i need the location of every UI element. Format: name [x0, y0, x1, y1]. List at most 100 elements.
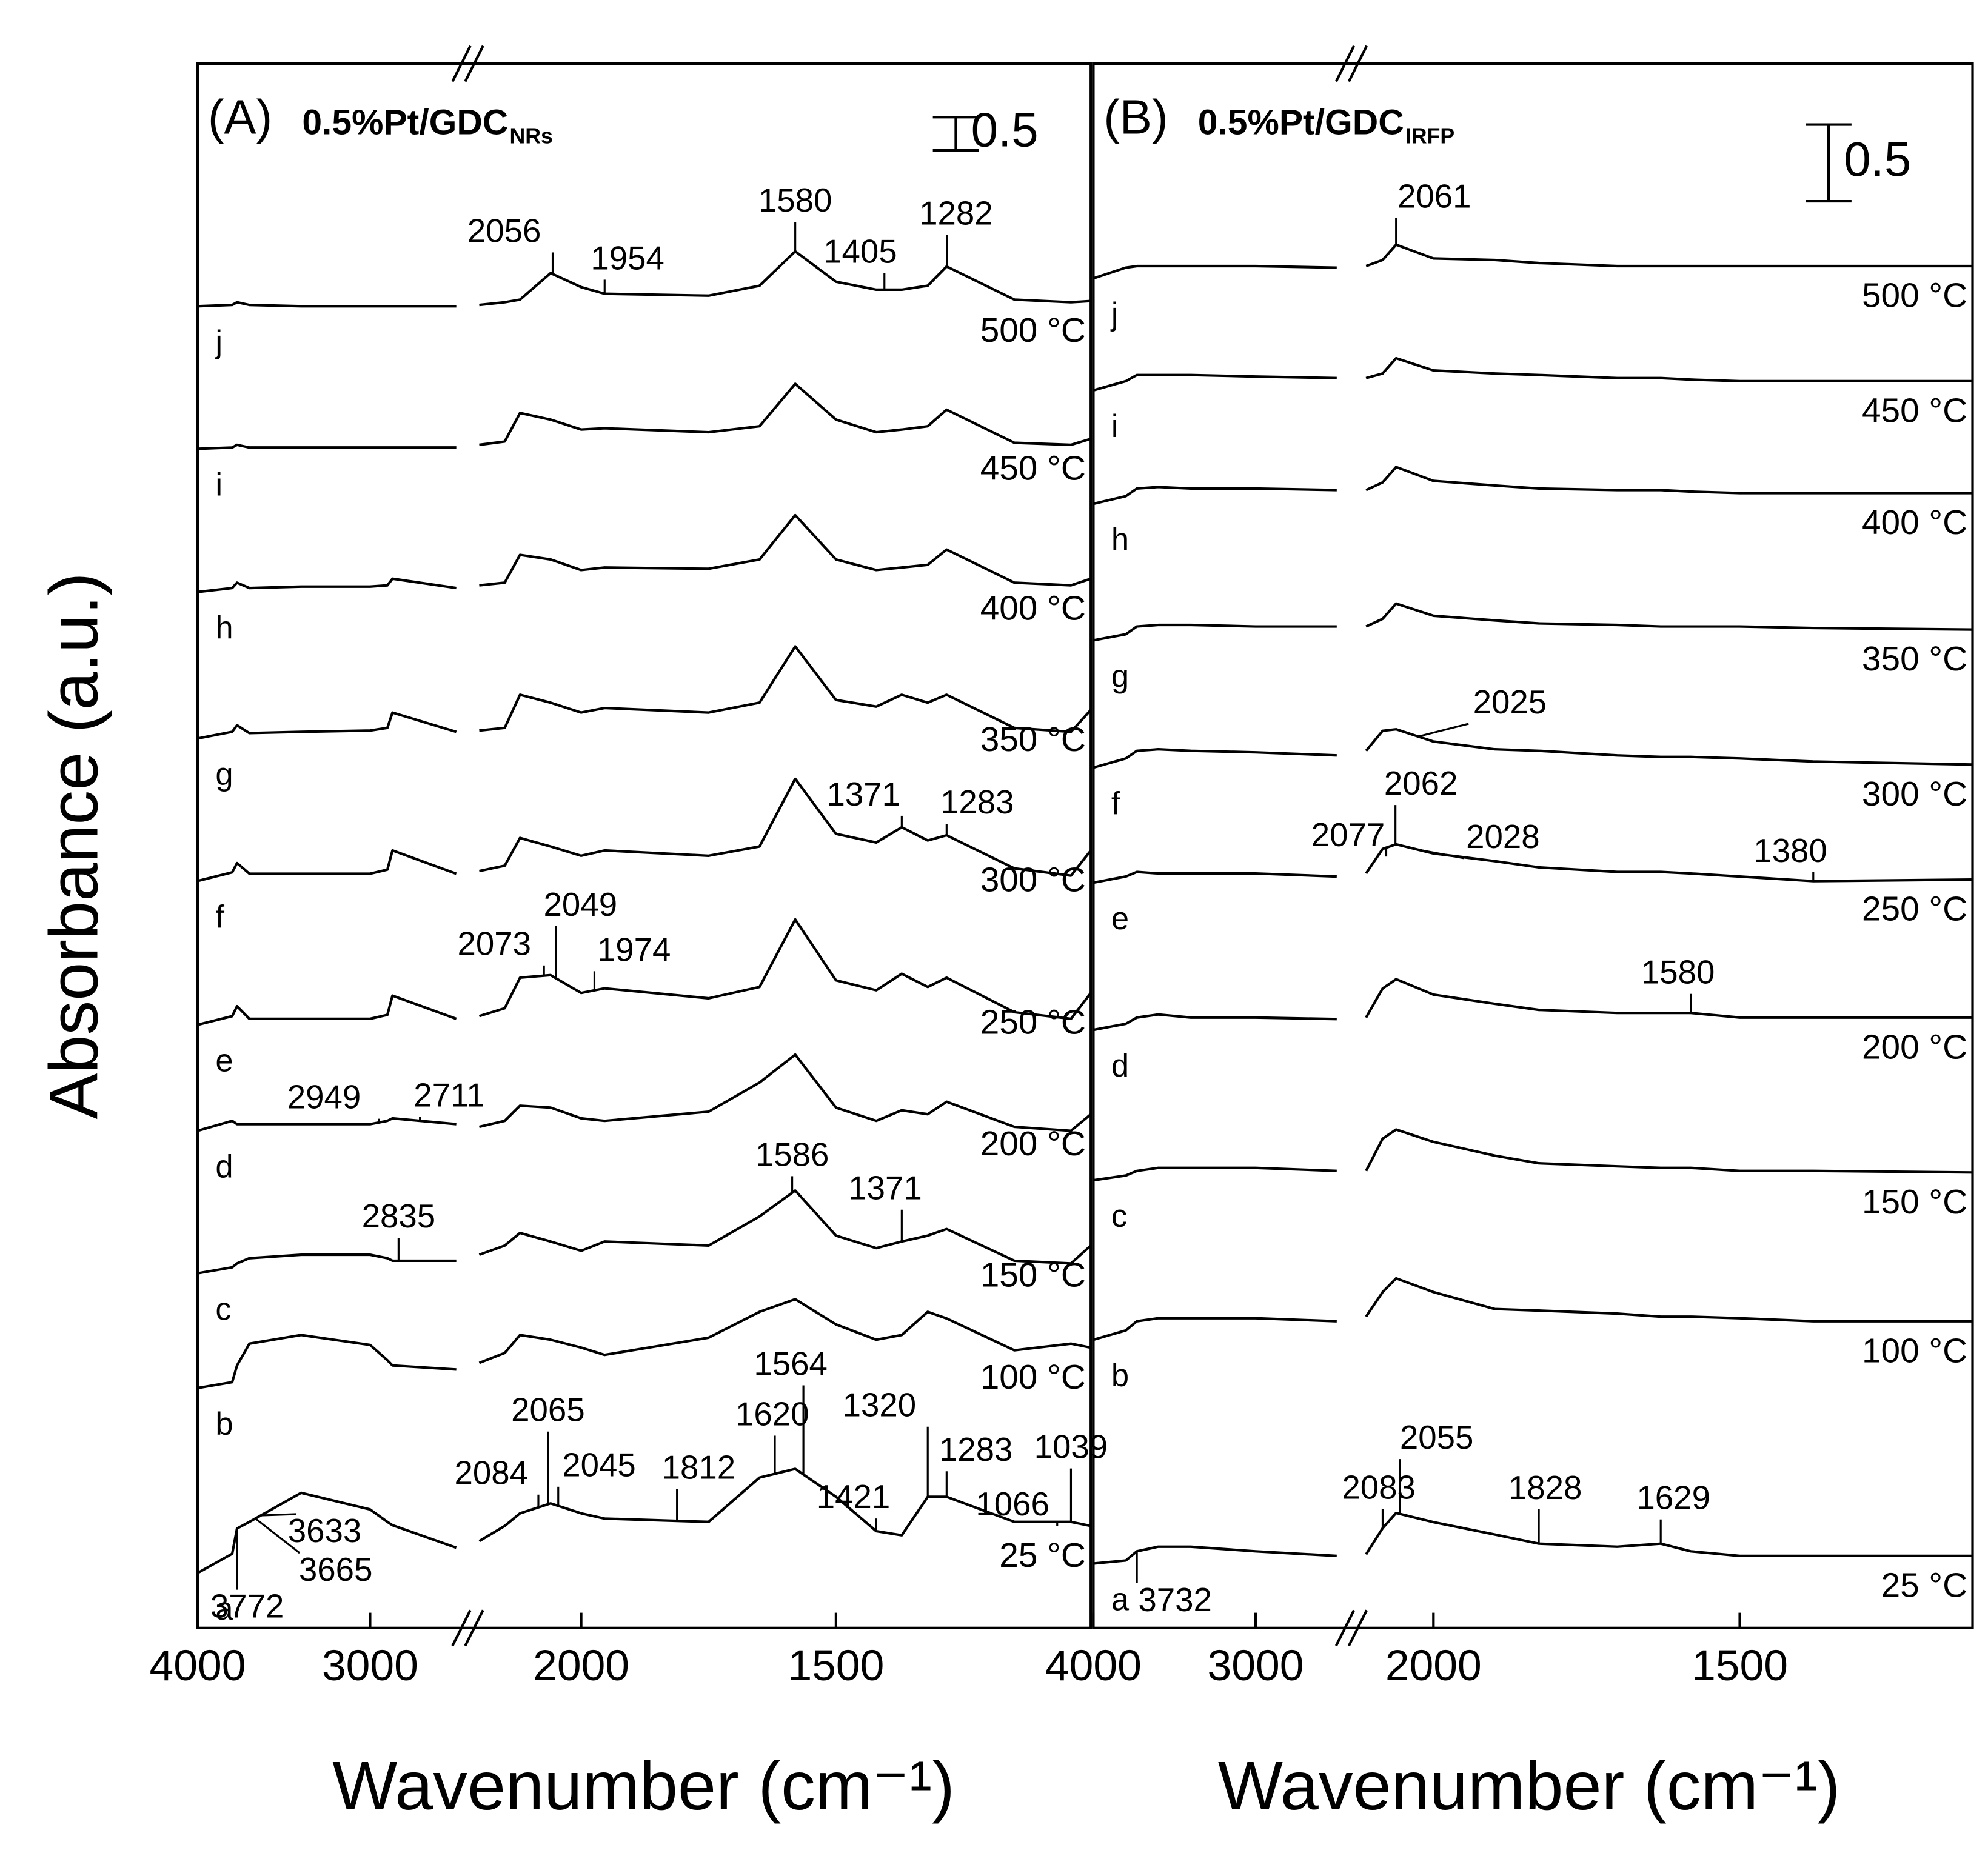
- x-tick-label: 2000: [1385, 1641, 1482, 1690]
- curve-letter: h: [1111, 522, 1129, 558]
- spectrum: [197, 645, 1092, 740]
- scale-bar-label: 0.5: [1844, 132, 1911, 186]
- temperature-label: 450 °C: [1862, 392, 1967, 430]
- spectrum: [1093, 356, 1973, 392]
- spectrum: [1093, 728, 1973, 769]
- y-axis-label: Absorbance (a.u.): [36, 572, 113, 1119]
- curve-letter: e: [215, 1043, 233, 1079]
- temperature-label: 150 °C: [1862, 1183, 1967, 1221]
- temperature-label: 500 °C: [980, 312, 1086, 350]
- spectrum: [1093, 1511, 1973, 1565]
- temperature-label: 200 °C: [980, 1125, 1086, 1163]
- sample-subscript: NRs: [509, 124, 552, 148]
- spectrum: [197, 382, 1091, 450]
- peak-label: 2073: [457, 926, 531, 963]
- peak-label: 2084: [454, 1455, 528, 1492]
- peak-label: 2061: [1397, 178, 1471, 215]
- spectrum: [1093, 1128, 1973, 1182]
- peak-label: 2077: [1311, 816, 1385, 853]
- curve-letter: j: [1110, 296, 1119, 332]
- curve-letter: c: [215, 1292, 231, 1327]
- peak-label: 2045: [562, 1447, 636, 1484]
- peak-label: 1320: [843, 1387, 917, 1424]
- spectrum: [197, 1298, 1091, 1389]
- peak-label: 2062: [1384, 765, 1458, 802]
- x-axis-label: Wavenumber (cm⁻¹): [1218, 1748, 1841, 1824]
- curve-letter: a: [215, 1591, 233, 1627]
- peak-label: 2711: [413, 1077, 484, 1114]
- curve-letter: h: [215, 610, 233, 646]
- temperature-label: 250 °C: [1862, 890, 1967, 929]
- curve-letter: i: [215, 467, 223, 502]
- x-tick-label: 2000: [533, 1641, 629, 1690]
- spectrum: [1093, 466, 1973, 506]
- peak-label: 1421: [817, 1478, 891, 1515]
- temperature-label: 25 °C: [999, 1537, 1086, 1575]
- peak-marker: [1416, 848, 1464, 860]
- peak-label: 2949: [287, 1079, 361, 1116]
- peak-marker: [1417, 723, 1469, 738]
- plot-frame: [1092, 62, 1974, 1629]
- spectrum: [197, 1053, 1092, 1132]
- peak-label: 1405: [823, 233, 897, 270]
- peak-label: 1282: [919, 195, 993, 232]
- temperature-label: 500 °C: [1862, 277, 1967, 315]
- sample-subscript: IRFP: [1405, 124, 1454, 148]
- peak-marker: [255, 1517, 301, 1554]
- x-tick-label: 3000: [322, 1641, 418, 1690]
- peak-label: 1954: [591, 239, 664, 276]
- peak-label: 1586: [755, 1136, 829, 1173]
- curve-letter: i: [1111, 409, 1119, 444]
- spectrum: [197, 250, 1091, 308]
- temperature-label: 400 °C: [1862, 504, 1967, 542]
- peak-label: 2056: [467, 212, 541, 249]
- temperature-label: 300 °C: [1862, 775, 1967, 813]
- curve-letter: g: [215, 756, 233, 792]
- spectrum: [197, 777, 1092, 883]
- peak-label: 2025: [1473, 684, 1547, 721]
- panel-title: (A): [208, 90, 272, 144]
- peak-label: 1371: [848, 1170, 922, 1207]
- peak-label: 2083: [1342, 1469, 1416, 1506]
- peak-label: 1828: [1508, 1469, 1582, 1506]
- peak-label: 1629: [1636, 1480, 1710, 1517]
- curve-letter: f: [1111, 786, 1120, 821]
- x-axis-label: Wavenumber (cm⁻¹): [332, 1748, 955, 1824]
- temperature-label: 300 °C: [980, 861, 1086, 900]
- temperature-label: 250 °C: [980, 1004, 1086, 1042]
- axis-break: [1347, 1609, 1368, 1647]
- curve-letter: b: [1111, 1358, 1129, 1394]
- peak-label: 1812: [662, 1449, 736, 1486]
- peak-label: 1371: [827, 776, 901, 813]
- curve-letter: d: [1111, 1048, 1129, 1084]
- peak-label: 1580: [758, 182, 832, 219]
- peak-label: 3633: [288, 1512, 362, 1549]
- spectrum: [1093, 843, 1973, 884]
- curve-letter: g: [1111, 658, 1129, 694]
- peak-label: 1580: [1641, 954, 1715, 991]
- temperature-label: 100 °C: [980, 1358, 1086, 1397]
- peak-label: 1380: [1753, 832, 1827, 869]
- peak-label: 3665: [299, 1551, 373, 1588]
- spectrum: [196, 1467, 1091, 1574]
- axis-break: [451, 1609, 472, 1647]
- panel-title: (B): [1103, 90, 1168, 144]
- peak-label: 2065: [511, 1392, 585, 1429]
- temperature-label: 350 °C: [1862, 640, 1967, 678]
- curve-letter: b: [215, 1406, 233, 1442]
- peak-label: 3772: [210, 1588, 284, 1625]
- curve-letter: c: [1111, 1198, 1127, 1234]
- temperature-label: 350 °C: [980, 721, 1086, 759]
- peak-label: 1283: [939, 1431, 1013, 1468]
- curve-letter: f: [215, 899, 224, 935]
- scale-bar-label: 0.5: [971, 103, 1039, 157]
- peak-label: 1974: [597, 931, 671, 968]
- temperature-label: 25 °C: [1881, 1566, 1968, 1604]
- spectrum: [197, 918, 1092, 1026]
- peak-label: 1039: [1034, 1428, 1108, 1465]
- peak-marker: [261, 1513, 296, 1517]
- peak-label: 2835: [362, 1198, 436, 1235]
- temperature-label: 150 °C: [980, 1256, 1086, 1294]
- peak-label: 2028: [1466, 818, 1540, 855]
